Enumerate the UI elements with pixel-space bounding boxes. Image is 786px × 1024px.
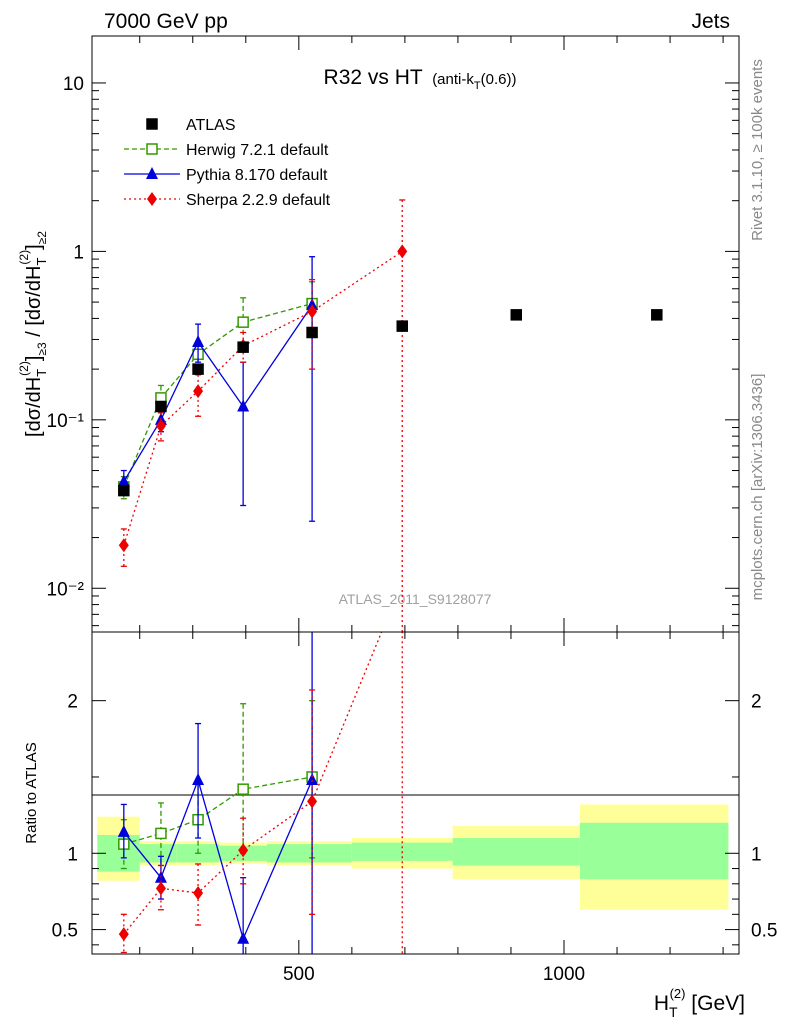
main-atlas-point xyxy=(510,309,523,321)
ratio-y-tick-label: 0.5 xyxy=(751,921,777,942)
main-y-tick-label: 10⁻² xyxy=(47,579,85,600)
ratio-pythia-point xyxy=(237,931,250,944)
main-herwig-point xyxy=(237,316,249,328)
axis-ticks: 10⁻² 10⁻¹ 1 10 500 1000 0.5 0.5 1 1 2 2 xyxy=(47,36,777,985)
ratio-inner-band xyxy=(579,822,729,880)
legend-herwig-label: Herwig 7.2.1 default xyxy=(186,142,329,159)
ratio-y-tick-label: 1 xyxy=(67,844,78,865)
main-atlas-point xyxy=(192,363,204,375)
main-sherpa-point xyxy=(397,244,408,259)
ratio-sherpa-point xyxy=(155,881,166,896)
main-y-tick-label: 10⁻¹ xyxy=(47,411,85,432)
ratio-inner-band xyxy=(452,838,580,866)
main-sherpa-point xyxy=(307,304,318,319)
ratio-pythia-point xyxy=(117,824,130,837)
legend-herwig-marker xyxy=(146,143,158,155)
legend-pythia-label: Pythia 8.170 default xyxy=(186,167,328,184)
plot-title-main: R32 vs HT xyxy=(324,66,423,89)
process-label: Jets xyxy=(691,10,730,33)
main-atlas-point xyxy=(306,326,318,339)
main-y-tick-label: 1 xyxy=(73,242,84,263)
ratio-inner-band xyxy=(267,844,352,863)
main-pythia-line xyxy=(123,304,313,482)
analysis-watermark: ATLAS_2011_S9128077 xyxy=(339,591,492,607)
main-ylabel: [dσ/dHT(2)]≥3 / [dσ/dHT(2)]≥2 xyxy=(17,231,49,437)
legend: ATLAS Herwig 7.2.1 default Pythia 8.170 de… xyxy=(124,117,331,209)
main-pythia-point xyxy=(117,474,130,487)
x-tick-label: 500 xyxy=(283,964,315,985)
ratio-pythia-point xyxy=(192,773,205,786)
ratio-sherpa-point xyxy=(193,885,204,900)
ratio-sherpa-point xyxy=(238,843,249,858)
ratio-sherpa-point xyxy=(307,794,318,809)
main-atlas-point xyxy=(237,341,249,353)
ratio-herwig-line xyxy=(123,776,313,845)
main-panel-series xyxy=(117,199,663,632)
ratio-ylabel: Ratio to ATLAS xyxy=(23,742,40,843)
ratio-y-tick-label: 0.5 xyxy=(52,921,78,942)
main-sherpa-point xyxy=(193,384,204,399)
ratio-pythia-point xyxy=(306,773,319,786)
ratio-y-tick-label: 2 xyxy=(67,692,78,713)
ratio-panel-frame xyxy=(91,631,740,955)
main-atlas-point xyxy=(118,484,130,497)
ratio-panel-series xyxy=(117,632,403,954)
legend-pythia-marker xyxy=(146,167,158,179)
main-herwig-line xyxy=(123,302,313,488)
main-atlas-point xyxy=(651,309,663,321)
ratio-uncertainty-bands xyxy=(97,804,729,910)
legend-atlas-marker xyxy=(146,118,158,130)
legend-sherpa-label: Sherpa 2.2.9 default xyxy=(186,192,331,209)
main-sherpa-point xyxy=(118,538,129,553)
mcplots-source-label: mcplots.cern.ch [arXiv:1306.3436] xyxy=(749,374,766,601)
main-y-tick-label: 10 xyxy=(63,74,84,95)
ratio-y-tick-label: 2 xyxy=(751,692,762,713)
ratio-herwig-point xyxy=(237,783,249,795)
x-tick-label: 1000 xyxy=(543,964,585,985)
main-atlas-point xyxy=(155,400,167,413)
main-pythia-point xyxy=(237,399,250,412)
svg-text:[dσ/dHT(2)]≥3 / [dσ/dHT(2)]≥2: [dσ/dHT(2)]≥3 / [dσ/dHT(2)]≥2 xyxy=(17,231,49,437)
main-pythia-point xyxy=(306,298,319,311)
ratio-sherpa-point xyxy=(118,927,129,942)
legend-sherpa-marker xyxy=(147,192,157,206)
plot-title-suffix: (anti-k xyxy=(432,71,474,88)
ratio-inner-band xyxy=(139,844,177,863)
legend-atlas-label: ATLAS xyxy=(186,117,236,134)
plot-title-suffix-end: (0.6)) xyxy=(481,71,517,88)
plot-title: R32 vs HT (anti-kT(0.6)) xyxy=(324,66,517,92)
beam-energy-label: 7000 GeV pp xyxy=(104,10,228,33)
x-axis-label: HT(2) [GeV] xyxy=(654,986,745,1020)
rivet-version-label: Rivet 3.1.10, ≥ 100k events xyxy=(749,59,766,241)
ratio-y-tick-label: 1 xyxy=(751,844,762,865)
plot-title-suffix-sub: T xyxy=(474,80,481,92)
main-atlas-point xyxy=(396,320,408,332)
ratio-herwig-point xyxy=(155,827,167,840)
main-pythia-point xyxy=(192,334,205,347)
main-sherpa-point xyxy=(155,418,166,433)
